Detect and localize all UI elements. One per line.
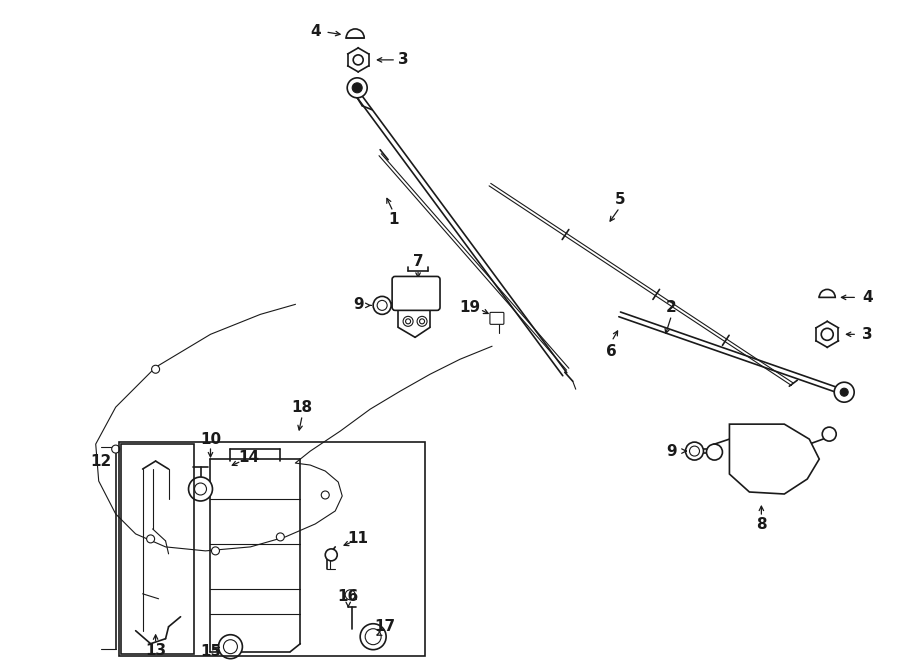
Text: 14: 14 — [238, 449, 259, 465]
Circle shape — [219, 635, 242, 658]
Wedge shape — [346, 29, 364, 38]
Circle shape — [276, 533, 284, 541]
Text: 5: 5 — [615, 192, 625, 207]
Text: 7: 7 — [413, 254, 423, 269]
Text: 19: 19 — [459, 300, 481, 315]
Circle shape — [762, 452, 777, 466]
Text: 2: 2 — [666, 300, 677, 315]
FancyBboxPatch shape — [490, 313, 504, 325]
Circle shape — [151, 366, 159, 373]
Circle shape — [223, 640, 238, 654]
Circle shape — [194, 483, 206, 495]
Circle shape — [417, 317, 427, 327]
Circle shape — [147, 535, 155, 543]
Wedge shape — [819, 290, 835, 297]
Text: 3: 3 — [398, 52, 409, 67]
Text: 8: 8 — [756, 518, 767, 532]
Polygon shape — [729, 424, 819, 494]
FancyBboxPatch shape — [392, 276, 440, 311]
Text: 18: 18 — [292, 400, 313, 414]
Text: 4: 4 — [862, 290, 873, 305]
Text: 16: 16 — [338, 590, 359, 604]
Circle shape — [321, 491, 329, 499]
Circle shape — [406, 319, 410, 324]
Bar — [121, 444, 194, 654]
Text: 9: 9 — [353, 297, 364, 312]
Circle shape — [346, 590, 356, 600]
Circle shape — [419, 319, 425, 324]
Circle shape — [767, 456, 772, 462]
Text: 9: 9 — [666, 444, 677, 459]
Text: 1: 1 — [388, 212, 399, 227]
Circle shape — [706, 444, 723, 460]
Circle shape — [754, 444, 784, 474]
Circle shape — [377, 300, 387, 311]
Text: 4: 4 — [310, 24, 320, 40]
Text: 15: 15 — [200, 644, 221, 659]
Circle shape — [686, 442, 704, 460]
Text: 17: 17 — [374, 619, 396, 634]
Circle shape — [365, 629, 381, 644]
Circle shape — [347, 78, 367, 98]
Circle shape — [212, 547, 220, 555]
Circle shape — [374, 296, 392, 315]
Circle shape — [834, 382, 854, 402]
Circle shape — [112, 445, 120, 453]
Text: 10: 10 — [200, 432, 221, 447]
Text: 13: 13 — [145, 643, 166, 658]
Circle shape — [325, 549, 338, 561]
Circle shape — [360, 624, 386, 650]
Text: 11: 11 — [347, 531, 369, 547]
Circle shape — [823, 427, 836, 441]
Circle shape — [188, 477, 212, 501]
Circle shape — [352, 83, 362, 93]
Circle shape — [403, 317, 413, 327]
Circle shape — [740, 469, 750, 479]
Circle shape — [841, 388, 848, 396]
Text: 3: 3 — [862, 327, 873, 342]
Bar — [119, 442, 425, 656]
Circle shape — [786, 475, 793, 483]
Circle shape — [689, 446, 699, 456]
Text: 12: 12 — [90, 453, 112, 469]
Text: 6: 6 — [607, 344, 617, 359]
